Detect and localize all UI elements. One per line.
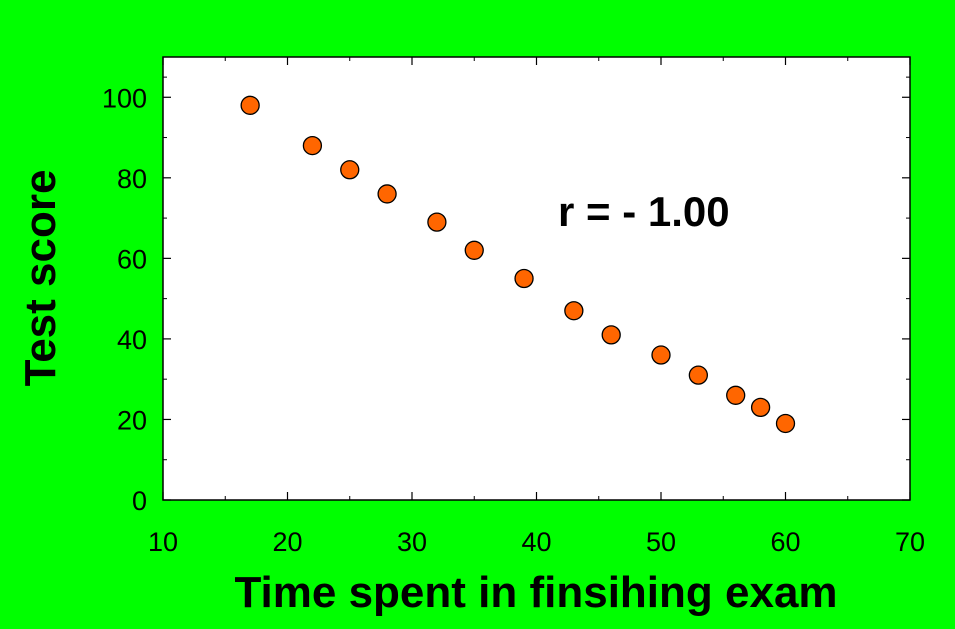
data-point <box>601 325 621 345</box>
x-tick-label: 60 <box>770 527 800 557</box>
data-point <box>564 301 584 321</box>
x-tick-label: 20 <box>272 527 302 557</box>
x-axis-title: Time spent in finsihing exam <box>234 568 837 617</box>
x-tick-label: 40 <box>521 527 551 557</box>
data-point <box>340 160 360 180</box>
x-tick-label: 70 <box>895 527 925 557</box>
y-tick-label: 0 <box>132 486 147 516</box>
x-tick-label: 50 <box>646 527 676 557</box>
data-point <box>427 212 447 232</box>
tick-labels: 10 20 30 40 50 60 70 0 20 40 60 80 100 <box>102 83 925 557</box>
axis-ticks <box>162 57 911 501</box>
x-tick-label: 10 <box>148 527 178 557</box>
data-point <box>688 365 708 385</box>
data-point <box>240 95 260 115</box>
data-point <box>651 345 671 365</box>
plot-area <box>162 56 911 501</box>
data-point <box>514 268 534 289</box>
y-tick-label: 80 <box>117 164 147 194</box>
y-tick-label: 40 <box>117 325 147 355</box>
data-point <box>726 385 746 405</box>
x-tick-label: 30 <box>397 527 427 557</box>
y-axis-title: Test score <box>16 170 65 387</box>
data-point <box>377 184 397 204</box>
y-tick-label: 100 <box>102 83 147 113</box>
y-tick-label: 20 <box>117 405 147 435</box>
data-point <box>750 397 771 418</box>
data-point <box>464 240 484 260</box>
data-points <box>240 95 796 434</box>
data-point <box>302 135 323 156</box>
data-point <box>775 413 796 434</box>
y-tick-label: 60 <box>117 244 147 274</box>
correlation-annotation: r = - 1.00 <box>558 188 730 235</box>
